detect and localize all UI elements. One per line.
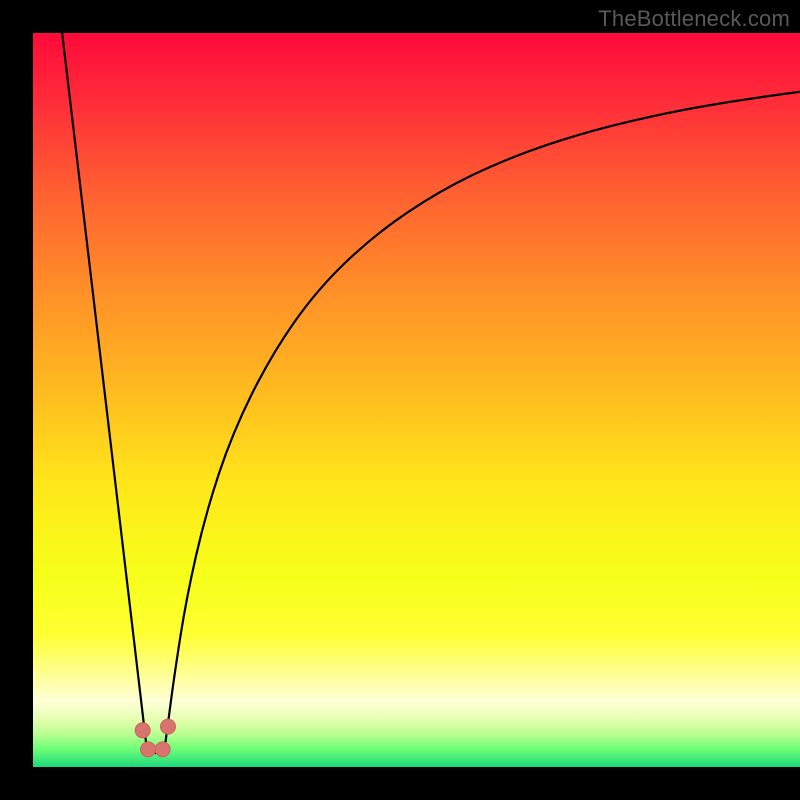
bottleneck-curve [62, 33, 800, 753]
watermark-text: TheBottleneck.com [598, 6, 790, 32]
curve-marker [160, 719, 175, 734]
chart-container: TheBottleneck.com [0, 0, 800, 800]
curve-marker [135, 723, 150, 738]
curve-marker [141, 742, 156, 757]
curve-marker [155, 742, 170, 757]
curve-layer [0, 0, 800, 800]
